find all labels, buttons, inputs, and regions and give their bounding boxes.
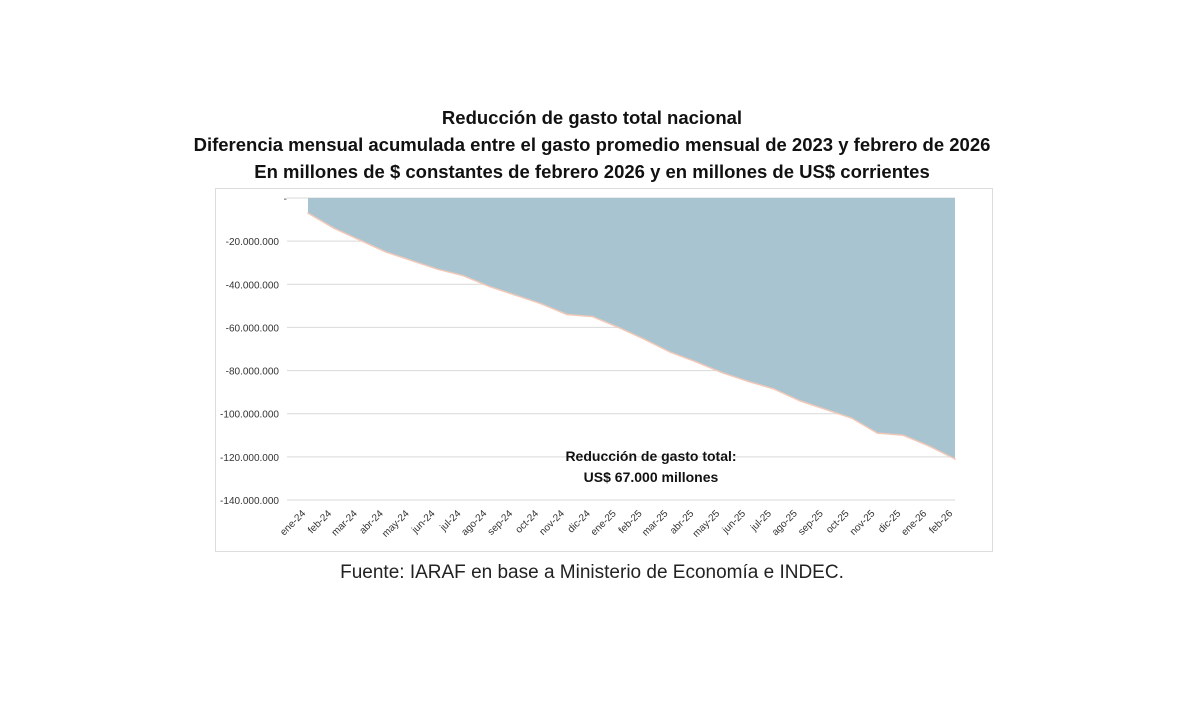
data-point [954,458,956,460]
chart-title: Reducción de gasto total nacional Difere… [0,104,1184,185]
annotation-line: US$ 67.000 millones [584,469,719,485]
data-point [747,380,749,383]
data-point [669,351,672,354]
y-tick-label: -60.000.000 [226,323,280,334]
chart-frame [215,188,993,552]
y-tick-label: -100.000.000 [220,410,279,421]
data-point [850,417,853,419]
data-point [358,239,361,241]
data-point [462,274,465,277]
x-tick-label: mar-24 [330,508,360,538]
y-tick-label: -140.000.000 [220,496,279,507]
data-point [824,408,827,411]
data-point [721,371,723,374]
annotation-line: Reducción de gasto total: [565,448,736,464]
data-point [902,434,905,437]
x-tick-label: nov-25 [848,508,878,538]
x-tick-label: jun-25 [720,508,748,536]
data-point [514,294,516,296]
x-tick-label: ene-26 [899,508,929,538]
area-line [307,212,956,460]
data-point [798,399,801,402]
data-point [488,285,490,288]
data-point [410,259,413,262]
data-point [617,326,620,329]
title-line-3: En millones de $ constantes de febrero 2… [254,161,930,182]
x-tick-label: feb-26 [927,508,955,536]
data-point [773,388,775,390]
x-tick-label: oct-24 [514,508,542,536]
x-tick-label: may-24 [380,508,412,540]
data-point [643,338,646,341]
data-point [307,212,309,214]
y-tick-label: -120.000.000 [220,453,279,464]
y-tick-label: -40.000.000 [226,280,280,291]
data-point [436,268,439,270]
x-tick-label: ago-25 [770,508,800,538]
data-point [333,227,335,229]
x-tick-label: may-25 [691,508,723,540]
title-line-1: Reducción de gasto total nacional [441,107,743,128]
data-point [591,315,594,318]
y-tick-label: -80.000.000 [226,367,280,378]
x-tick-label: sep-25 [796,508,826,538]
data-point [384,251,387,253]
x-tick-label: ago-24 [459,508,489,538]
x-tick-label: mar-25 [640,508,670,538]
x-tick-label: oct-25 [824,508,852,536]
y-tick-label: - [284,194,287,205]
source-note: Fuente: IARAF en base a Ministerio de Ec… [340,562,844,583]
data-point [876,432,879,434]
x-tick-label: nov-24 [538,508,568,538]
y-tick-label: -20.000.000 [226,237,280,248]
title-line-2: Diferencia mensual acumulada entre el ga… [193,134,991,155]
x-tick-label: ene-24 [278,508,308,538]
x-tick-label: sep-24 [486,508,516,538]
data-point [695,361,697,363]
x-tick-label: ene-25 [589,508,619,538]
data-point [566,313,568,316]
x-tick-label: jun-24 [409,508,437,536]
area-fill [308,198,955,460]
data-point [928,445,930,447]
data-point [540,302,542,305]
